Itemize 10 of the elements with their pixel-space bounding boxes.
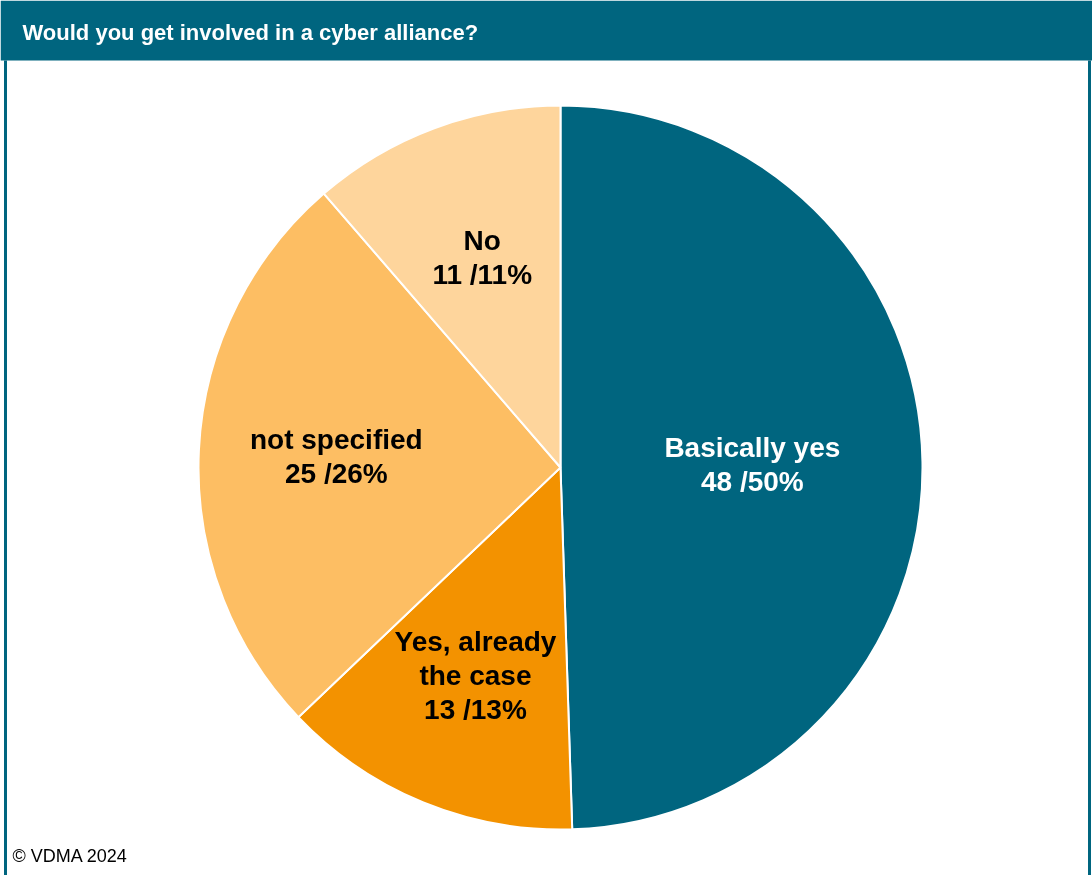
slice-label: not specified bbox=[249, 424, 423, 456]
text: © VDMA 2024 bbox=[12, 845, 127, 866]
slice-label: Basically yes bbox=[664, 431, 841, 463]
data-label: 13 /13% bbox=[424, 693, 527, 725]
data-label: 48 /50% bbox=[700, 465, 804, 497]
chart-title: Would you get involved in a cyber alliance? bbox=[22, 20, 479, 45]
data-label: 11 /11% bbox=[432, 258, 533, 290]
slice-label: No bbox=[463, 224, 501, 256]
slice-label: Yes, already the case bbox=[394, 625, 557, 691]
data-label: 25 /26% bbox=[284, 458, 388, 490]
